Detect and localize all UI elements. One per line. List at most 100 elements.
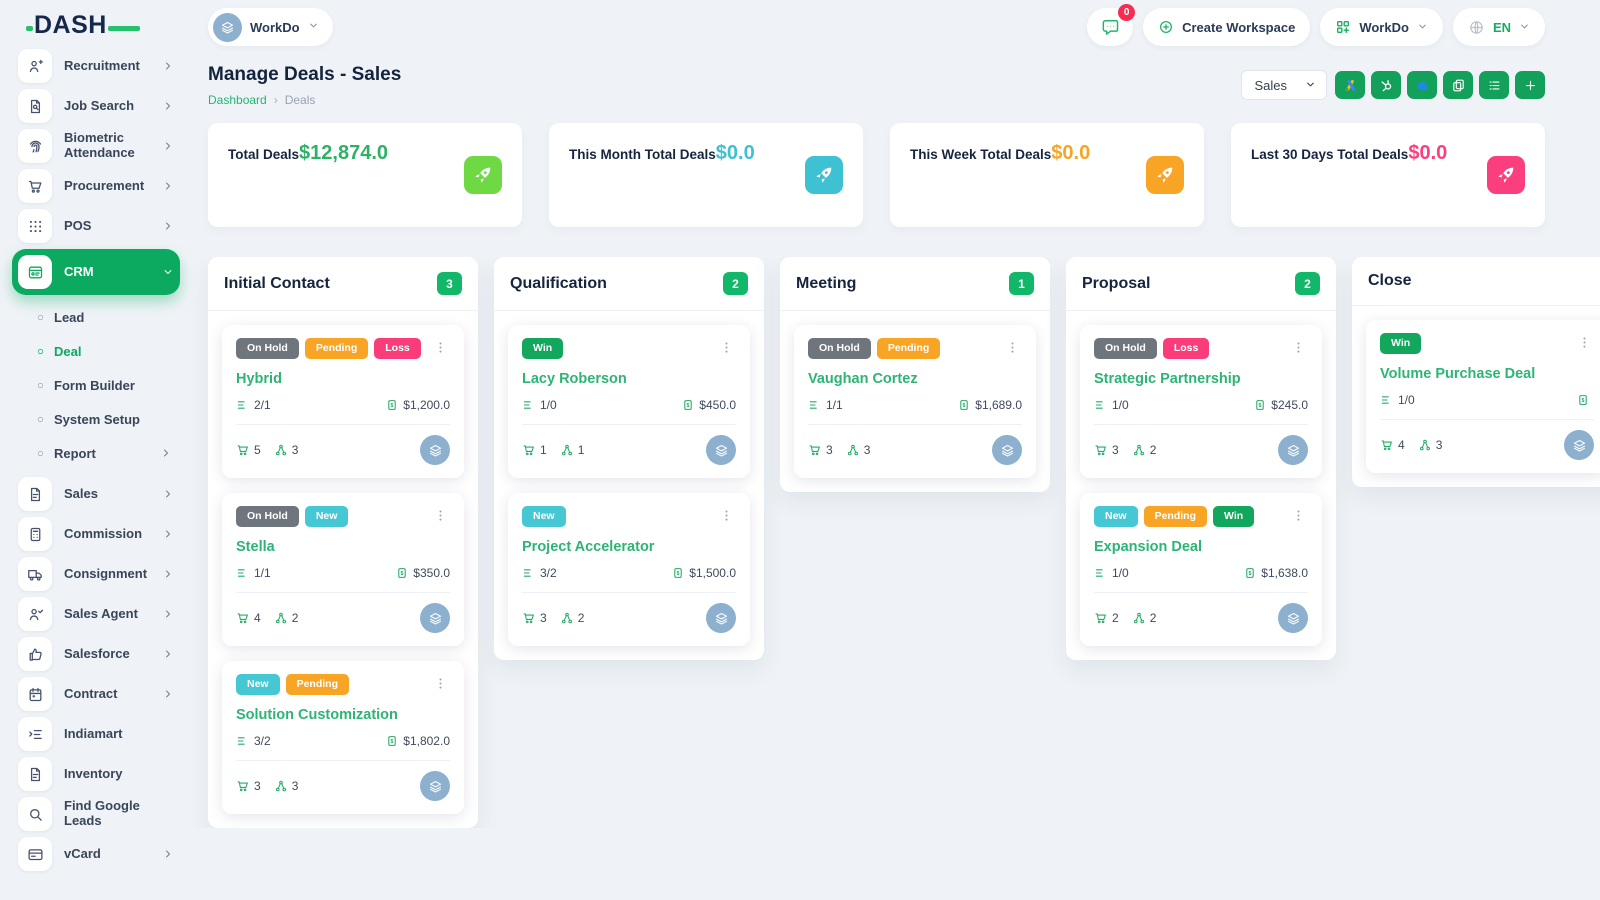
breadcrumb-dashboard-link[interactable]: Dashboard <box>208 93 267 107</box>
deal-title-link[interactable]: Vaughan Cortez <box>808 371 918 387</box>
cloud-import-button[interactable] <box>1407 71 1437 99</box>
chevron-right-icon <box>162 488 174 500</box>
messages-button[interactable]: 0 <box>1087 4 1136 46</box>
sidebar-item-recruitment[interactable]: Recruitment <box>12 46 180 86</box>
deal-title-link[interactable]: Lacy Roberson <box>522 371 627 387</box>
cart-sm-icon <box>236 611 250 625</box>
deal-title-link[interactable]: Hybrid <box>236 371 282 387</box>
sidebar-item-consignment[interactable]: Consignment <box>12 554 180 594</box>
list-view-button[interactable] <box>1479 71 1509 99</box>
sidebar-item-crm[interactable]: CRM <box>12 249 180 295</box>
hubspot-button[interactable] <box>1371 71 1401 99</box>
sidebar-item-salesforce[interactable]: Salesforce <box>12 634 180 674</box>
sidebar-item-biometric-attendance[interactable]: Biometric Attendance <box>12 126 180 166</box>
client-avatar[interactable] <box>992 435 1022 465</box>
add-deal-button[interactable] <box>1515 71 1545 99</box>
client-avatar[interactable] <box>706 435 736 465</box>
money-icon: $ <box>681 398 695 412</box>
sidebar-subitem-form-builder[interactable]: Form Builder <box>12 368 180 402</box>
deal-amount: $1,500.0 <box>689 566 736 580</box>
sidebar-item-sales-agent[interactable]: Sales Agent <box>12 594 180 634</box>
kanban-column-close: Close Win Volume Purchase Deal 1/0 $4 3 <box>1352 257 1600 487</box>
sidebar-subitem-deal[interactable]: Deal <box>12 334 180 368</box>
deal-title-link[interactable]: Stella <box>236 539 275 555</box>
google-ads-button[interactable] <box>1335 71 1365 99</box>
client-avatar[interactable] <box>420 603 450 633</box>
column-title: Initial Contact <box>224 274 330 292</box>
workspace-switcher[interactable]: WorkDo <box>208 8 333 46</box>
card-menu-button[interactable] <box>431 506 450 530</box>
deal-card-expansion-deal[interactable]: New Pending Win Expansion Deal 1/0 $ $1,638.0 2… <box>1080 493 1322 646</box>
breadcrumb-separator: › <box>273 93 278 107</box>
client-avatar[interactable] <box>1564 430 1594 460</box>
chevron-right-icon <box>162 100 174 112</box>
client-avatar[interactable] <box>1278 603 1308 633</box>
deal-card-lacy-roberson[interactable]: Win Lacy Roberson 1/0 $ $450.0 1 1 <box>508 325 750 478</box>
sidebar-item-job-search[interactable]: Job Search <box>12 86 180 126</box>
card-menu-button[interactable] <box>1289 506 1308 530</box>
workdo-menu-button[interactable]: WorkDo <box>1320 8 1443 46</box>
card-menu-button[interactable] <box>431 674 450 698</box>
sidebar-item-contract[interactable]: Contract <box>12 674 180 714</box>
sidebar-item-label: Biometric Attendance <box>64 130 135 160</box>
language-selector[interactable]: EN <box>1452 8 1545 46</box>
card-menu-button[interactable] <box>717 338 736 362</box>
sidebar-subitem-report[interactable]: Report <box>12 436 180 470</box>
card-menu-button[interactable] <box>1575 333 1594 357</box>
pipeline-select[interactable]: Sales <box>1241 70 1327 100</box>
deal-card-hybrid[interactable]: On Hold Pending Loss Hybrid 2/1 $ $1,200.0 5 3 <box>222 325 464 478</box>
stat-label: Total Deals <box>228 147 300 162</box>
chevron-right-icon <box>162 848 174 860</box>
kanban-board: Initial Contact 3 On Hold Pending Loss Hybrid… <box>188 257 1600 828</box>
duplicate-button[interactable] <box>1443 71 1473 99</box>
card-menu-button[interactable] <box>431 338 450 362</box>
chevron-right-icon <box>162 648 174 660</box>
client-avatar[interactable] <box>1278 435 1308 465</box>
sidebar-item-sales[interactable]: Sales <box>12 474 180 514</box>
column-count-badge: 1 <box>1009 272 1034 295</box>
sidebar-subitem-system-setup[interactable]: System Setup <box>12 402 180 436</box>
deal-products-count: 3 <box>1112 443 1119 457</box>
deal-title-link[interactable]: Strategic Partnership <box>1094 371 1241 387</box>
sidebar-item-find-google-leads[interactable]: Find Google Leads <box>12 794 180 834</box>
create-workspace-button[interactable]: Create Workspace <box>1143 8 1311 46</box>
chat-bubble-icon <box>1100 17 1120 37</box>
client-avatar[interactable] <box>420 771 450 801</box>
deal-card-solution-customization[interactable]: New Pending Solution Customization 3/2 $ $1,8… <box>222 661 464 814</box>
svg-text:$: $ <box>677 571 680 577</box>
sidebar-item-label: Recruitment <box>64 57 140 73</box>
deal-title-link[interactable]: Expansion Deal <box>1094 539 1202 555</box>
client-avatar[interactable] <box>420 435 450 465</box>
sidebar-item-pos[interactable]: POS <box>12 206 180 246</box>
tasks-icon <box>1094 566 1108 580</box>
card-menu-button[interactable] <box>1003 338 1022 362</box>
deal-card-strategic-partnership[interactable]: On Hold Loss Strategic Partnership 1/0 $ $245… <box>1080 325 1322 478</box>
deal-title-link[interactable]: Solution Customization <box>236 707 398 723</box>
client-avatar[interactable] <box>706 603 736 633</box>
svg-text:$: $ <box>391 739 394 745</box>
card-menu-button[interactable] <box>1289 338 1308 362</box>
sidebar-item-label: Consignment <box>64 565 148 581</box>
sidebar-subitem-label: Report <box>54 445 96 461</box>
card-menu-button[interactable] <box>717 506 736 530</box>
money-icon: $ <box>1576 393 1590 407</box>
cart-icon <box>18 169 52 203</box>
page-title: Manage Deals - Sales <box>208 64 402 85</box>
sidebar-item-inventory[interactable]: Inventory <box>12 754 180 794</box>
deal-card-vaughan-cortez[interactable]: On Hold Pending Vaughan Cortez 1/1 $ $1,689.0… <box>794 325 1036 478</box>
sidebar-item-procurement[interactable]: Procurement <box>12 166 180 206</box>
deal-title-link[interactable]: Project Accelerator <box>522 539 655 555</box>
deal-title-link[interactable]: Volume Purchase Deal <box>1380 366 1536 382</box>
deal-card-stella[interactable]: On Hold New Stella 1/1 $ $350.0 4 2 <box>222 493 464 646</box>
deal-card-volume-purchase-deal[interactable]: Win Volume Purchase Deal 1/0 $4 3 <box>1366 320 1600 473</box>
deal-card-project-accelerator[interactable]: New Project Accelerator 3/2 $ $1,500.0 3 2 <box>508 493 750 646</box>
sidebar-item-commission[interactable]: Commission <box>12 514 180 554</box>
chevron-right-icon <box>162 180 174 192</box>
sidebar-subitem-lead[interactable]: Lead <box>12 300 180 334</box>
pipeline-select-value: Sales <box>1254 77 1287 93</box>
svg-text:$: $ <box>391 403 394 409</box>
sidebar-item-indiamart[interactable]: Indiamart <box>12 714 180 754</box>
sidebar-item-vcard[interactable]: vCard <box>12 834 180 874</box>
rocket-icon <box>1146 156 1184 194</box>
app-logo[interactable]: DASH <box>12 0 180 50</box>
